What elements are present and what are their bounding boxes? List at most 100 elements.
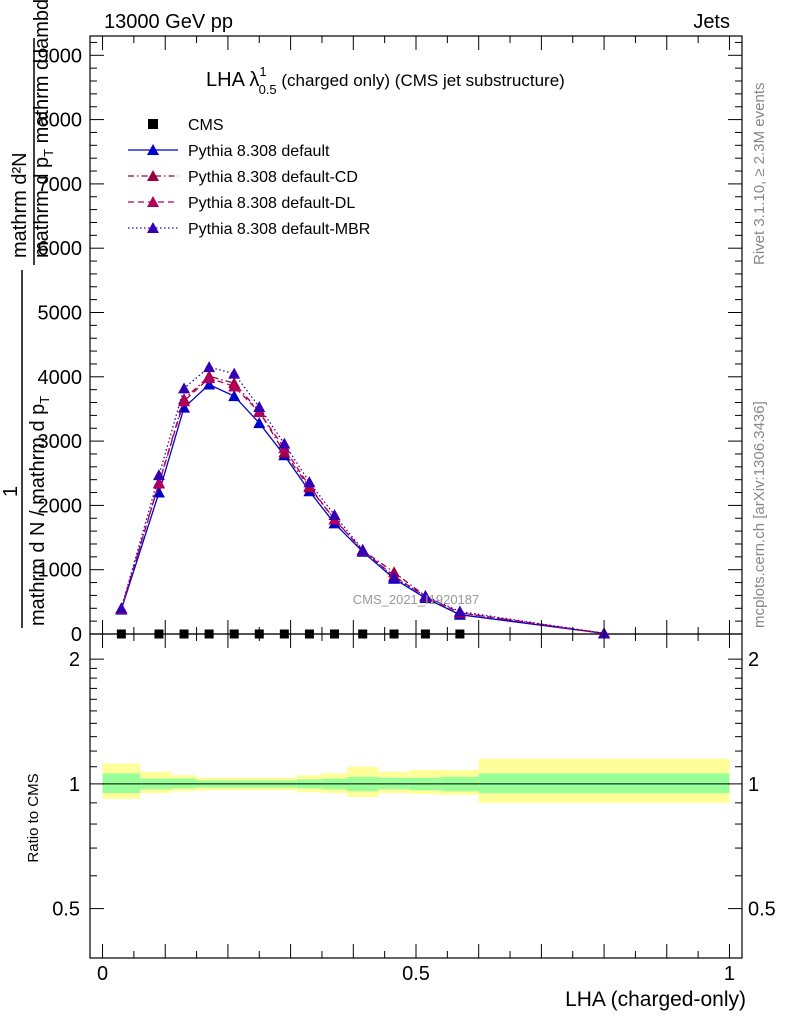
data-point-mbr [278,437,291,449]
data-point-default [228,390,241,402]
cms-point [358,629,368,639]
ratio-uncertainty-bands [102,758,730,803]
cms-point [330,629,339,639]
cms-point [179,629,189,639]
main-title: LHA λ1 0.5 (charged only) (CMS jet substr… [206,64,565,97]
data-point-mbr [115,602,128,614]
y-tick-label: 4000 [38,367,83,389]
legend-marker [147,170,159,181]
y-label-denominator-sub: T [41,149,56,157]
ratio-band-inner [478,773,730,794]
y-label-numerator-group: mathrm d²N [9,152,31,258]
y-tick-label: 8000 [38,110,83,132]
y-label-prefactor-den-main: mathrm d N / mathrm d p [27,404,49,626]
legend-entry: Pythia 8.308 default [128,143,330,160]
data-point-mbr [178,382,191,394]
data-point-dl [228,380,241,392]
y-label-prefactor-den-group: mathrm d N / mathrm d pT [27,396,52,626]
legend-entry: Pythia 8.308 default-MBR [128,221,370,238]
data-point-mbr [152,469,165,481]
y-tick-label: 7000 [38,174,83,196]
main-title-prefix: LHA λ [206,69,259,91]
data-point-mbr [253,401,266,413]
series-line-mbr [120,366,605,635]
legend: CMS Pythia 8.308 default Pythia 8.308 defa… [128,117,370,238]
y-label-prefactor-num: 1 [0,486,22,497]
cms-point [389,629,399,639]
ratio-tick-label-right: 0.5 [748,899,776,921]
cms-point [304,629,314,639]
mc-series-layer [115,361,611,639]
data-point-mbr [228,367,241,379]
cms-point [154,629,164,639]
cms-point [204,629,214,639]
main-title-sub: 0.5 [259,82,277,97]
ratio-band-inner [102,773,141,794]
y-tick-label: 5000 [38,302,83,324]
ratio-tick-label: 2 [69,649,80,671]
legend-label: Pythia 8.308 default-MBR [188,221,370,238]
legend-marker [147,222,159,233]
legend-marker [147,144,159,155]
cms-point [229,629,239,639]
y-label-denominator-group: mathrm d pT mathrm d lambda [31,0,56,258]
header-left: 13000 GeV pp [104,11,233,33]
x-tick-label: 0 [97,963,108,985]
y-label-prefactor-den-sub: T [37,396,52,404]
data-point-default [253,417,266,429]
ratio-tick-label-right: 2 [748,649,759,671]
header-right: Jets [693,11,730,33]
cms-point [116,629,126,639]
data-point-mbr [453,605,466,617]
data-point-mbr [328,509,341,521]
x-tick-label: 1 [724,963,735,985]
y-label-numerator: mathrm d²N [9,152,31,258]
y-label-denominator-main: mathrm d p [31,157,53,258]
ratio-tick-label-right: 1 [748,774,759,796]
data-point-mbr [356,543,369,555]
ratio-label-group: Ratio to CMS [25,773,42,862]
rivet-label-group: Rivet 3.1.10, ≥ 2.3M events [751,83,768,266]
series-line-dl [120,377,605,635]
x-tick-label: 0.5 [402,963,430,985]
cms-point [279,629,289,639]
legend-label: CMS [188,117,224,134]
series-mbr [115,361,611,639]
data-point-mbr [303,476,316,488]
data-point-mbr [203,361,216,373]
y-tick-label: 9000 [38,45,83,67]
y-label-prefactor-num-group: 1 [0,486,22,497]
mcplots-label: mcplots.cern.ch [arXiv:1306.3436] [751,401,768,628]
watermark: CMS_2021_I1920187 [353,592,480,607]
legend-entry: Pythia 8.308 default-DL [128,195,355,212]
legend-marker [147,196,159,207]
y-label-denominator: mathrm d pT mathrm d lambda [31,0,56,258]
data-point-default [203,378,216,390]
data-point-mbr [388,571,401,583]
legend-entry: CMS [148,117,224,134]
main-title-sup: 1 [259,64,266,79]
main-title-suffix: (charged only) (CMS jet substructure) [277,71,565,90]
ratio-label: Ratio to CMS [25,773,42,862]
legend-label: Pythia 8.308 default-DL [188,195,355,212]
data-point-default [152,486,165,498]
y-label-prefactor-den: mathrm d N / mathrm d pT [27,396,52,626]
mcplots-label-group: mcplots.cern.ch [arXiv:1306.3436] [751,401,768,628]
legend-entry: Pythia 8.308 default-CD [128,169,358,186]
legend-marker-cms [148,119,158,129]
y-label-denominator-rest: mathrm d lambda [31,0,53,149]
y-tick-label: 1000 [38,560,83,582]
x-axis-label: LHA (charged-only) [565,988,746,1011]
rivet-label: Rivet 3.1.10, ≥ 2.3M events [751,83,768,266]
legend-label: Pythia 8.308 default-CD [188,169,358,186]
legend-label: Pythia 8.308 default [188,143,330,160]
data-point-dl [203,372,216,384]
y-tick-label: 6000 [38,238,83,260]
y-tick-label: 2000 [38,495,83,517]
cms-point [455,629,465,639]
y-tick-label: 0 [71,624,82,646]
ratio-tick-label: 0.5 [52,899,80,921]
ratio-tick-label: 1 [69,774,80,796]
data-point-dl [152,477,165,489]
